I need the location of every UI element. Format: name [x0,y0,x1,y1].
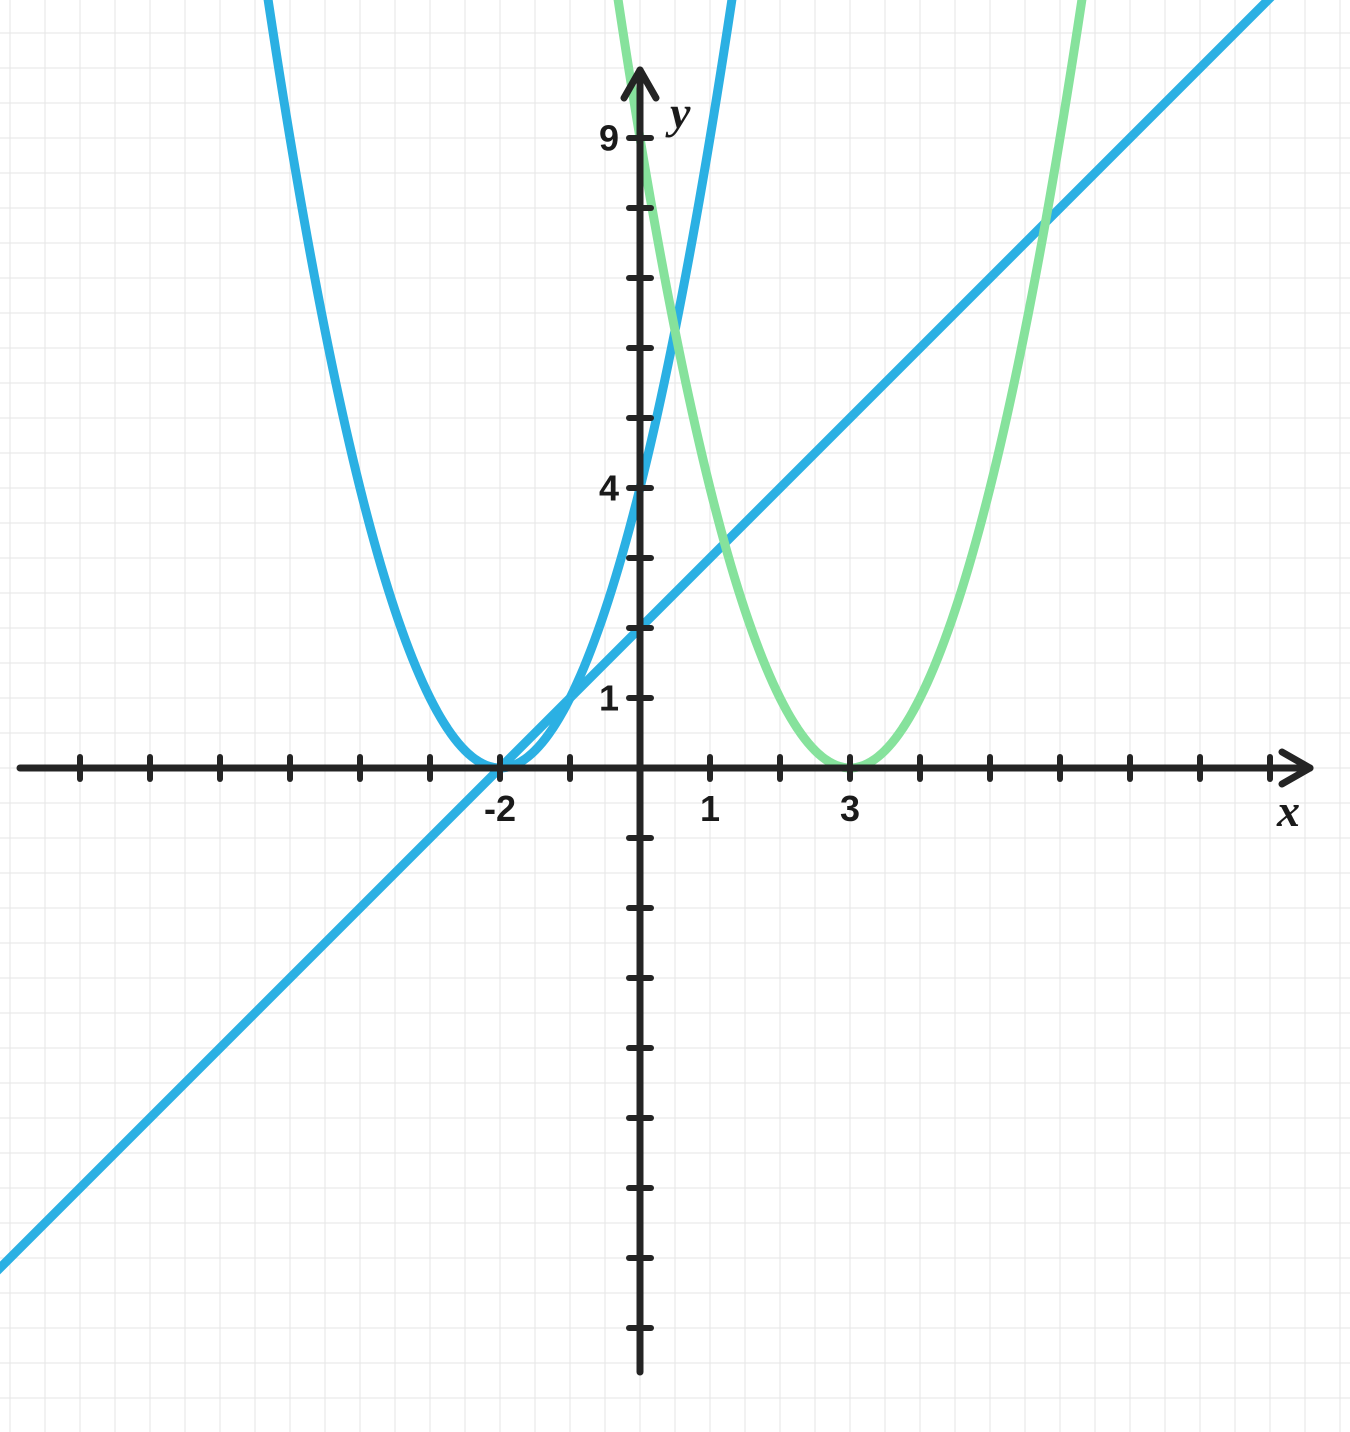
x-tick-label: 1 [700,788,720,829]
y-tick-label: 9 [599,118,619,159]
chart-container: -213149xy [0,0,1350,1432]
x-axis-label: x [1276,785,1300,836]
x-tick-label: 3 [840,788,860,829]
y-tick-label: 1 [599,678,619,719]
x-tick-label: -2 [484,788,516,829]
function-plot-chart: -213149xy [0,0,1350,1432]
y-tick-label: 4 [599,468,619,509]
